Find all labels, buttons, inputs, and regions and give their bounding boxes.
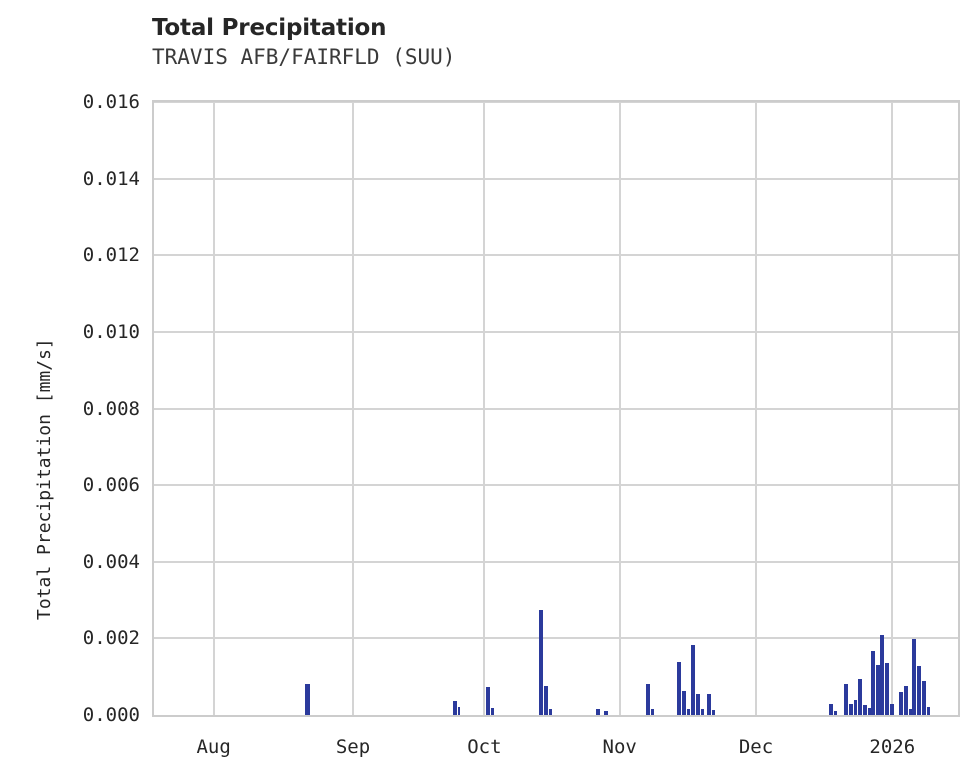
y-tick-label: 0.002: [82, 627, 140, 650]
gridline-horizontal: [154, 637, 958, 640]
bar: [696, 693, 701, 715]
bar: [876, 665, 881, 715]
y-tick-label: 0.014: [82, 167, 140, 190]
y-axis-tick-labels: 0.000 0.002 0.004 0.006 0.008 0.010 0.012 0.014…: [0, 0, 140, 780]
bar: [833, 711, 837, 715]
gridline-horizontal: [154, 102, 958, 103]
x-tick-label: Dec: [738, 736, 774, 758]
gridline-vertical: [755, 102, 758, 715]
gridline-vertical: [891, 102, 894, 715]
bar: [691, 644, 696, 715]
bar: [912, 638, 917, 715]
y-tick-label: 0.000: [82, 704, 140, 726]
bar: [595, 708, 600, 715]
gridline-vertical: [351, 102, 354, 715]
bar: [904, 686, 909, 715]
x-tick-label: Oct: [467, 736, 502, 758]
gridline-horizontal: [154, 560, 958, 563]
bar: [603, 711, 608, 715]
y-tick-label: 0.006: [82, 474, 140, 497]
bar: [868, 708, 872, 715]
bar: [687, 709, 691, 715]
chart-header: Total Precipitation TRAVIS AFB/FAIRFLD (…: [152, 14, 455, 71]
bar: [650, 709, 654, 715]
x-tick-label: Aug: [196, 736, 231, 758]
gridline-horizontal: [154, 254, 958, 257]
bar: [305, 683, 311, 715]
bar: [863, 705, 868, 715]
bar: [677, 661, 682, 715]
bar: [549, 709, 553, 715]
bar: [486, 687, 491, 715]
gridline-vertical: [618, 102, 621, 715]
gridline-vertical: [483, 102, 486, 715]
bar: [828, 703, 833, 715]
y-tick-label: 0.008: [82, 397, 140, 420]
bar: [457, 707, 461, 715]
y-tick-label: 0.012: [82, 244, 140, 267]
bar: [890, 704, 895, 715]
bar: [922, 680, 927, 715]
bar: [539, 609, 544, 715]
bar: [682, 691, 687, 715]
x-tick-label: Nov: [602, 736, 637, 758]
bar: [927, 706, 931, 715]
y-tick-label: 0.016: [82, 91, 140, 113]
bar: [452, 700, 457, 715]
x-tick-label: 2026: [869, 736, 916, 758]
gridline-horizontal: [154, 407, 958, 410]
chart-subtitle: TRAVIS AFB/FAIRFLD (SUU): [152, 45, 456, 69]
bar: [849, 703, 854, 715]
bar: [909, 709, 913, 715]
bar: [880, 634, 885, 715]
plot-area: [152, 100, 960, 717]
y-tick-label: 0.004: [82, 550, 140, 573]
x-tick-label: Sep: [335, 736, 371, 758]
gridline-horizontal: [154, 330, 958, 333]
y-tick-label: 0.010: [82, 320, 140, 343]
chart-title: Total Precipitation: [152, 15, 387, 41]
bar: [917, 665, 922, 715]
bar: [544, 686, 549, 715]
bar: [844, 683, 849, 715]
bar: [707, 693, 712, 715]
bar: [885, 663, 890, 715]
gridline-vertical: [212, 102, 215, 715]
bar: [645, 683, 650, 715]
bar: [854, 699, 858, 715]
bar: [899, 692, 904, 715]
gridline-horizontal: [154, 484, 958, 487]
bar: [858, 679, 863, 715]
bar: [712, 710, 716, 715]
gridline-horizontal: [154, 177, 958, 180]
bar: [491, 708, 495, 715]
bar: [871, 651, 876, 715]
bar: [701, 709, 705, 715]
